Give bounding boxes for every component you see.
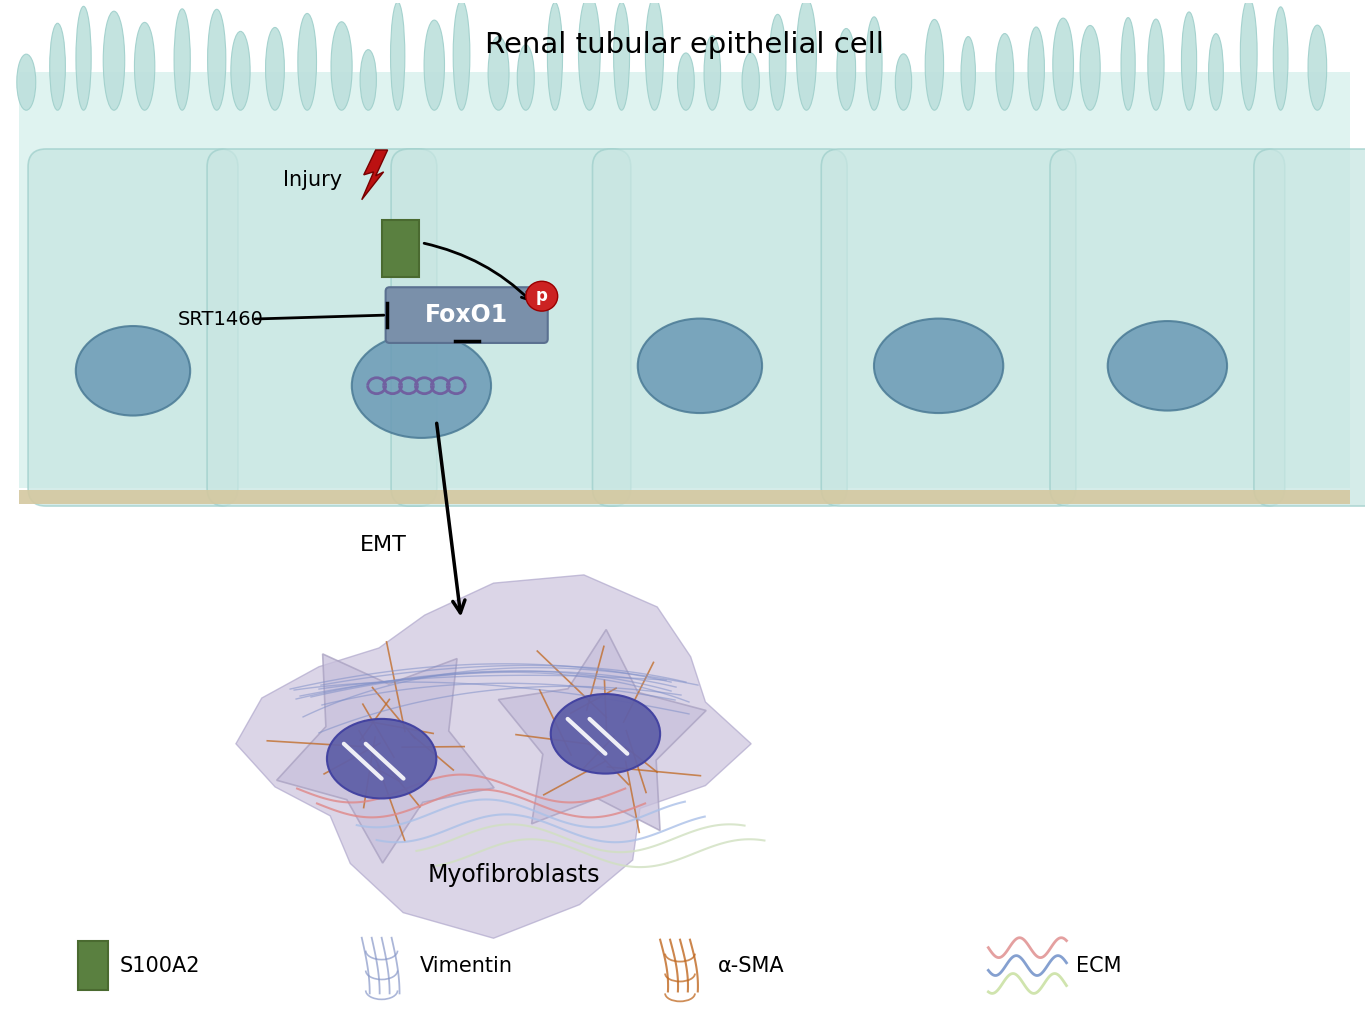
Ellipse shape [1028,27,1045,110]
Ellipse shape [579,0,600,110]
Ellipse shape [704,36,720,110]
Ellipse shape [1108,321,1227,411]
Bar [19,72,1350,488]
Polygon shape [235,575,752,938]
Ellipse shape [742,53,760,110]
Ellipse shape [873,319,1003,413]
Ellipse shape [489,36,509,110]
Ellipse shape [517,44,534,110]
Bar [382,220,419,278]
Ellipse shape [678,53,694,110]
FancyBboxPatch shape [386,287,548,343]
Ellipse shape [638,319,763,413]
Text: SRT1460: SRT1460 [178,310,264,328]
Ellipse shape [266,28,285,110]
FancyBboxPatch shape [1254,149,1369,506]
Ellipse shape [360,50,376,110]
Ellipse shape [1307,25,1327,110]
Ellipse shape [390,2,405,110]
Ellipse shape [645,0,664,110]
FancyBboxPatch shape [593,149,847,506]
Ellipse shape [16,54,36,110]
Polygon shape [498,630,706,831]
Text: FoxO1: FoxO1 [426,303,508,327]
Text: EMT: EMT [360,535,407,555]
Ellipse shape [550,695,660,774]
Ellipse shape [769,14,786,110]
Bar [78,941,108,991]
Ellipse shape [103,11,125,110]
Ellipse shape [1121,18,1135,110]
FancyBboxPatch shape [27,149,238,506]
Ellipse shape [1053,19,1073,110]
Text: Myofibroblasts: Myofibroblasts [427,863,600,888]
Ellipse shape [961,36,976,110]
Text: Injury: Injury [283,170,342,190]
Ellipse shape [867,17,882,110]
Ellipse shape [134,23,155,110]
FancyBboxPatch shape [821,149,1076,506]
Ellipse shape [75,6,92,110]
Text: p: p [535,287,548,305]
Ellipse shape [327,719,437,799]
Ellipse shape [613,2,630,110]
Text: S100A2: S100A2 [120,956,200,975]
Ellipse shape [231,31,251,110]
Polygon shape [361,150,387,200]
Ellipse shape [208,9,226,110]
Ellipse shape [797,0,816,110]
Ellipse shape [49,24,66,110]
Ellipse shape [1080,26,1101,110]
Ellipse shape [1181,12,1197,110]
FancyBboxPatch shape [1050,149,1284,506]
Ellipse shape [548,2,563,110]
Polygon shape [277,654,494,863]
Ellipse shape [352,333,491,438]
Ellipse shape [1240,0,1257,110]
Text: Renal tubular epithelial cell: Renal tubular epithelial cell [485,31,883,59]
Bar [19,490,1350,504]
Ellipse shape [836,29,856,110]
Ellipse shape [526,282,557,311]
Ellipse shape [1273,7,1288,110]
Text: ECM: ECM [1076,956,1121,975]
Ellipse shape [995,33,1013,110]
Text: Vimentin: Vimentin [419,956,512,975]
Ellipse shape [925,20,943,110]
Ellipse shape [75,326,190,416]
Ellipse shape [298,13,316,110]
Ellipse shape [895,54,912,110]
Ellipse shape [331,22,352,110]
Ellipse shape [453,0,470,110]
FancyBboxPatch shape [392,149,631,506]
Ellipse shape [174,9,190,110]
FancyBboxPatch shape [207,149,437,506]
Ellipse shape [424,20,445,110]
Ellipse shape [1147,19,1164,110]
Text: α-SMA: α-SMA [717,956,784,975]
Ellipse shape [1209,34,1224,110]
